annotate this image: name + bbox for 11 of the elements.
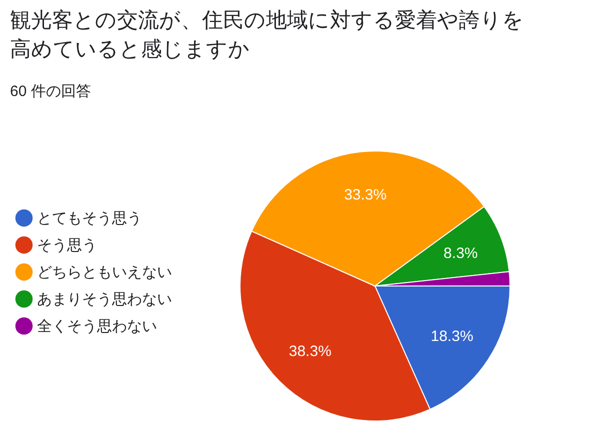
chart-title: 観光客との交流が、住民の地域に対する愛着や誇りを高めていると感じますか [10, 9, 524, 61]
data-label: 33.3% [344, 186, 387, 204]
data-label: 18.3% [430, 328, 474, 345]
data-label: 8.3% [444, 244, 478, 262]
chart-subtitle: 60 件の回答 [10, 83, 91, 100]
legend-label: そう思う [37, 237, 97, 254]
legend-label: 全くそう思わない [37, 318, 157, 335]
legend-label: どちらともいえない [37, 264, 172, 281]
legend-label: とてもそう思う [37, 210, 142, 227]
legend-label: あまりそう思わない [37, 291, 172, 308]
data-label: 38.3% [288, 342, 332, 360]
